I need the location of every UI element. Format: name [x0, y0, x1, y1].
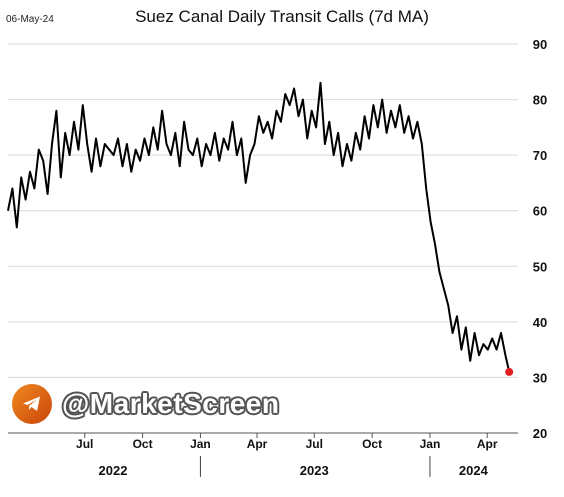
x-tick-label: Jan: [420, 437, 441, 451]
x-tick-label: Apr: [247, 437, 268, 451]
gridlines: [8, 43, 518, 378]
last-point-marker: [505, 367, 514, 376]
y-tick-label: 70: [533, 148, 547, 163]
transit-calls-line: [7, 81, 511, 373]
watermark-text: @MarketScreen: [62, 388, 280, 419]
y-tick-label: 20: [533, 426, 547, 441]
y-tick-label: 80: [533, 93, 547, 108]
y-tick-label: 50: [533, 259, 547, 274]
date-stamp: 06-May-24: [6, 14, 54, 25]
year-label: 2023: [300, 463, 329, 478]
x-tick-label: Apr: [477, 437, 498, 451]
y-tick-label: 30: [533, 370, 547, 385]
x-tick-label: Jul: [76, 437, 93, 451]
year-label: 2022: [99, 463, 128, 478]
x-tick-label: Jan: [190, 437, 211, 451]
y-axis-ticks: 20 30 40 50 60 70 80 90: [533, 37, 547, 441]
x-tick-label: Oct: [133, 437, 153, 451]
telegram-icon: [12, 384, 52, 424]
x-tick-label: Oct: [362, 437, 382, 451]
watermark: @MarketScreen: [12, 383, 279, 425]
y-tick-label: 90: [533, 37, 547, 52]
x-axis-ticks: Jul Oct Jan Apr Jul Oct Jan Apr: [76, 433, 498, 451]
chart-title: Suez Canal Daily Transit Calls (7d MA): [135, 7, 429, 26]
x-tick-label: Jul: [306, 437, 323, 451]
year-label: 2024: [459, 463, 489, 478]
y-tick-label: 60: [533, 204, 547, 219]
y-tick-label: 40: [533, 315, 547, 330]
year-labels: 2022 2023 2024: [99, 456, 489, 478]
